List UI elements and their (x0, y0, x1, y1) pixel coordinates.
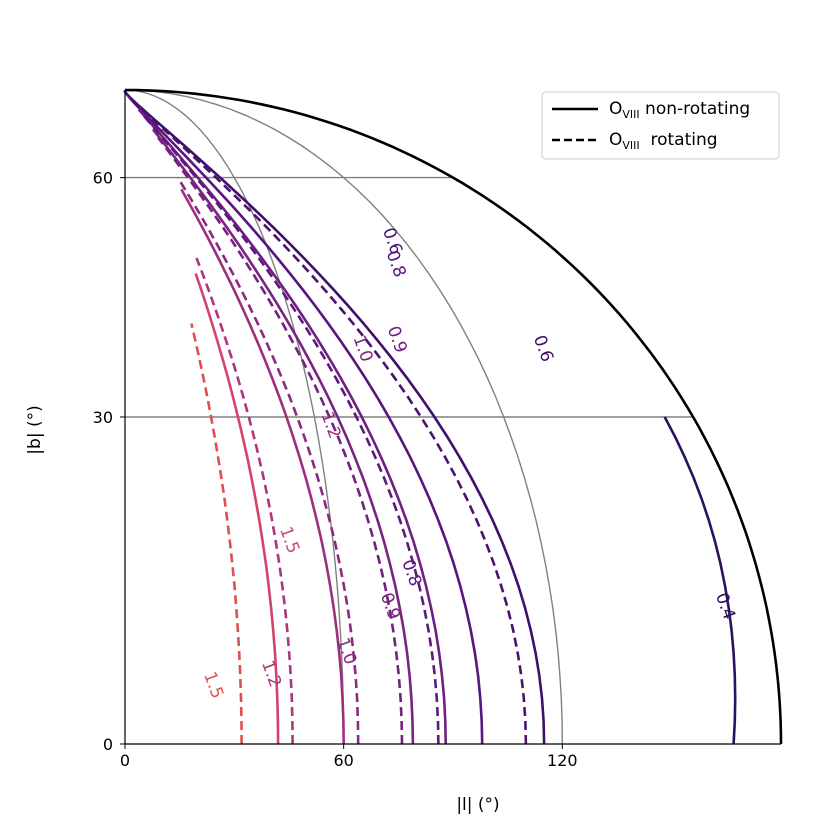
y-axis-label: |b| (°) (25, 405, 45, 454)
contour-label: 0.6 (529, 333, 557, 365)
contour-solid-1_2 (180, 188, 345, 745)
contour-dashed-0_9 (157, 136, 404, 745)
contour-dashed-1_0 (176, 176, 360, 745)
contour-dashed-1_5 (190, 323, 243, 745)
meridian-line (124, 89, 563, 745)
axis-ticks: 0 60 120 0 30 60 (93, 169, 578, 770)
contour-solid-0_6 (123, 90, 546, 745)
contour-label: 1.0 (332, 635, 360, 667)
x-tick-label: 120 (547, 751, 578, 770)
contour-dashed-0_6 (123, 90, 528, 745)
contour-dashed-0_8 (142, 114, 440, 745)
x-tick-label: 0 (120, 751, 130, 770)
contour-dashed-1_2 (195, 257, 294, 745)
contour-solid-0_9 (137, 108, 447, 745)
contour-solid-0_4 (663, 416, 737, 745)
outer-boundary (124, 88, 783, 745)
x-axis-label: |l| (°) (456, 795, 499, 815)
y-tick-label: 30 (93, 408, 113, 427)
contour-labels: 0.40.60.80.91.01.21.50.60.80.91.01.21.5 (199, 225, 739, 701)
contour-label: 1.2 (257, 658, 285, 690)
contour-solid-1_0 (151, 128, 415, 745)
legend-box (541, 91, 780, 160)
contour-label: 0.9 (376, 590, 404, 622)
contour-lines (123, 90, 737, 745)
contour-label: 1.2 (316, 409, 344, 441)
contour-label: 0.8 (397, 557, 425, 589)
legend: OVIII non-rotating OVIII rotating (541, 91, 780, 160)
y-tick-label: 60 (93, 169, 113, 188)
contour-solid-0_8 (127, 95, 484, 745)
legend-label-rotating: OVIII rotating (609, 130, 718, 152)
contour-label: 1.5 (275, 524, 303, 556)
contour-solid-1_5 (194, 273, 280, 745)
legend-label-nonrotating: OVIII non-rotating (609, 99, 750, 121)
x-tick-label: 60 (333, 751, 353, 770)
contour-label: 1.5 (199, 669, 227, 701)
contour-label: 0.4 (711, 590, 739, 622)
y-tick-label: 0 (103, 735, 113, 754)
